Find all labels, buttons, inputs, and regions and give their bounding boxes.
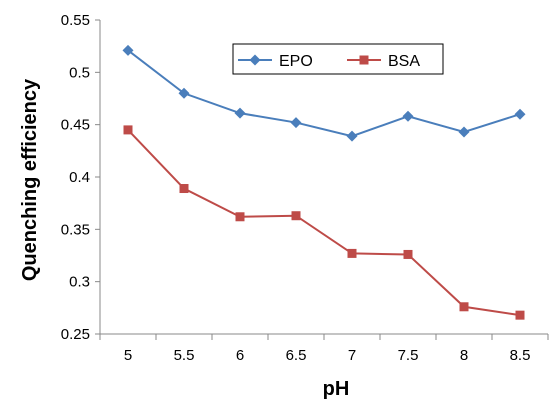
y-tick-label: 0.35 <box>61 221 90 238</box>
data-point-epo <box>402 110 414 122</box>
series-bsa <box>123 125 525 320</box>
y-tick-label: 0.45 <box>61 117 90 134</box>
x-tick-label: 6 <box>236 347 244 364</box>
legend: EPO BSA <box>232 43 444 75</box>
data-point-bsa <box>515 310 525 320</box>
x-tick-label: 6.5 <box>286 347 307 364</box>
data-point-bsa <box>235 212 245 222</box>
y-tick-label: 0.5 <box>69 64 90 81</box>
data-point-bsa <box>403 249 413 259</box>
y-axis-title: Quenching efficiency <box>19 78 41 281</box>
data-point-epo <box>234 107 246 119</box>
data-point-bsa <box>291 211 301 221</box>
x-tick-label: 8.5 <box>510 347 531 364</box>
series-line-bsa <box>127 129 521 317</box>
x-tick-label: 7.5 <box>398 347 419 364</box>
data-point-epo <box>178 87 190 99</box>
x-tick-label: 8 <box>460 347 468 364</box>
y-tick-label: 0.55 <box>61 12 90 29</box>
series-epo <box>122 44 526 142</box>
x-tick-label: 7 <box>348 347 356 364</box>
legend-marker-bsa <box>359 55 369 65</box>
y-ticks: 0.25 0.3 0.35 0.4 0.45 0.5 0.55 <box>61 12 100 343</box>
y-tick-label: 0.4 <box>69 169 90 186</box>
series-line-epo <box>127 49 521 138</box>
data-point-epo <box>290 117 302 129</box>
data-point-bsa <box>459 302 469 312</box>
data-point-epo <box>458 126 470 138</box>
data-point-bsa <box>179 184 189 194</box>
y-tick-label: 0.25 <box>61 326 90 343</box>
data-point-epo <box>346 130 358 142</box>
legend-marker-epo <box>249 54 261 66</box>
x-tick-label: 5.5 <box>174 347 195 364</box>
data-point-epo <box>514 108 526 120</box>
legend-label-bsa: BSA <box>388 53 420 70</box>
data-point-bsa <box>123 125 133 135</box>
y-tick-label: 0.3 <box>69 274 90 291</box>
x-axis-title: pH <box>323 378 350 400</box>
series-layer <box>122 44 526 320</box>
x-ticks: 5 5.5 6 6.5 7 7.5 8 8.5 <box>99 334 549 364</box>
data-point-epo <box>122 44 134 56</box>
legend-label-epo: EPO <box>279 53 313 70</box>
data-point-bsa <box>347 248 357 258</box>
x-tick-label: 5 <box>124 347 132 364</box>
